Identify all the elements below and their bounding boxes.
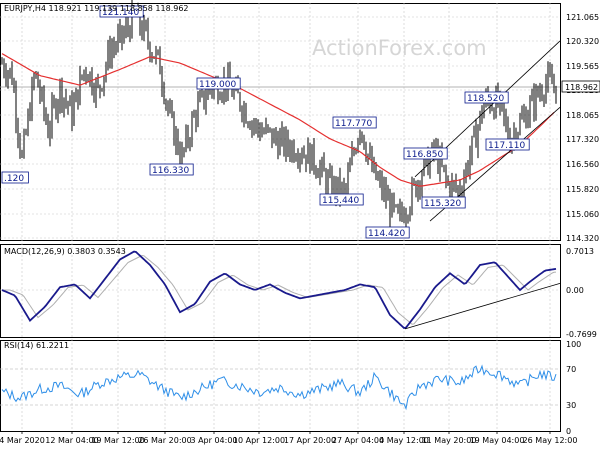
price-tick-label: 119.565 [566,62,599,71]
annotation-label: 119.000 [199,80,236,90]
price-tick-label: 114.320 [566,234,599,243]
x-axis-label: 17 Apr 20:00 [284,436,336,445]
x-axis-label: 26 Mar 20:00 [138,436,191,445]
x-axis-label: 27 Apr 04:00 [332,436,384,445]
macd-tick-label: -0.7699 [566,330,597,339]
annotation-box [332,116,377,129]
annotation-box [464,91,509,104]
macd-line [1,250,557,329]
panel-frame-0 [0,3,561,241]
x-axis-label: 11 May 20:00 [422,436,477,445]
macd-panel-title: MACD(12,26,9) 0.3803 0.3543 [4,247,126,256]
rsi-tick-label: 100 [566,340,581,349]
annotation-label: 121.140 [102,8,139,18]
annotation-label: 116.850 [406,150,443,160]
x-axis-label: 10 Apr 12:00 [233,436,285,445]
x-axis-label: 19 Mar 12:00 [91,436,144,445]
last-price-box [561,80,600,93]
grid [0,3,560,431]
annotation-label: 117.110 [488,141,525,151]
rsi-plot [1,364,557,411]
macd-plot [1,250,561,330]
macd-trendline [404,282,561,330]
x-axis-label: 4 Mar 2020 [0,436,45,445]
annotation-label: 117.770 [335,119,372,129]
moving-average-line [1,53,555,187]
panel-frame-1 [0,244,561,338]
annotation-label: 114.420 [368,229,405,239]
annotation-box [485,138,530,151]
annotation-box [403,147,448,160]
price-panel-title: EURJPY,H4 118.921 119.139 118.858 118.96… [4,4,189,13]
macd-tick-label: 0.00 [566,286,584,295]
annotation-label: .120 [4,174,24,184]
price-tick-label: 118.065 [566,111,599,120]
annotation-label: 116.330 [152,166,189,176]
macd-tick-label: 0.7013 [566,247,594,256]
rsi-panel-title: RSI(14) 61.2211 [4,341,69,350]
annotation-box [421,196,466,209]
price-plot: 121.140 116.330 119.000 117.770 115.440 114.4… [1,0,561,239]
price-tick-label: 121.065 [566,13,599,22]
macd-signal-line [2,254,557,325]
rsi-line [1,364,557,411]
watermark: ActionForex.com [312,36,487,60]
annotation-box [1,171,29,184]
x-axis-label: 12 Mar 04:00 [45,436,98,445]
annotation-label: 115.440 [322,196,359,206]
annotation-label: 118.520 [467,94,504,104]
x-axis-label: 26 May 12:00 [523,436,578,445]
annotation-box [196,77,241,90]
panel-frame-2 [0,340,561,432]
x-axis-label: 19 May 04:00 [470,436,525,445]
x-axis-label: 4 May 12:00 [379,436,429,445]
price-tick-label: 115.820 [566,185,599,194]
price-tick-label: 115.060 [566,210,599,219]
annotation-box [365,226,410,239]
x-axis-label: 3 Apr 04:00 [190,436,237,445]
annotation-box [99,5,144,18]
annotation-box [149,163,194,176]
rsi-tick-label: 30 [566,401,576,410]
rsi-tick-label: 70 [566,365,576,374]
price-tick-label: 117.320 [566,135,599,144]
price-tick-label: 120.320 [566,37,599,46]
price-tick-label: 116.560 [566,160,599,169]
last-price-label: 118.962 [565,83,598,92]
annotation-box [319,193,364,206]
panel-frames [0,3,561,432]
rsi-tick-label: 0 [566,427,571,436]
annotation-label: 115.320 [424,199,461,209]
